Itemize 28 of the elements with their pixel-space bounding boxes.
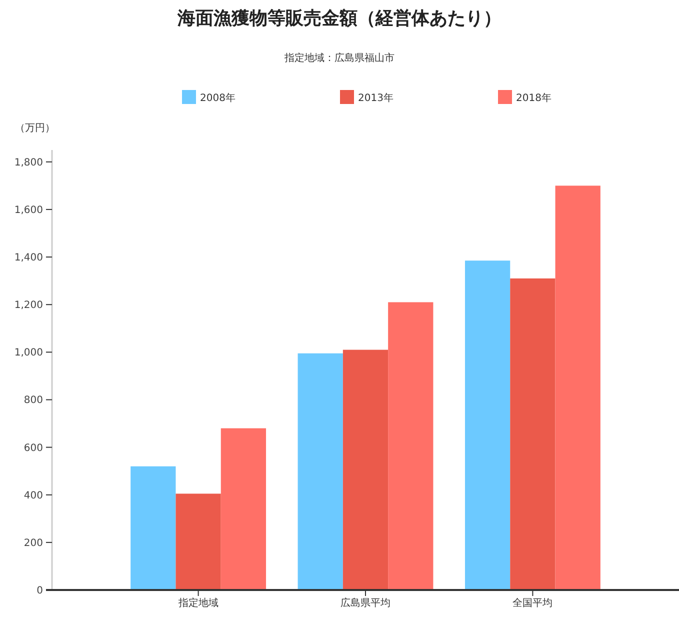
bar xyxy=(388,302,434,590)
y-tick-label: 0 xyxy=(36,586,43,596)
legend-label: 2018年 xyxy=(516,92,552,104)
bar xyxy=(510,278,556,590)
y-tick-label: 600 xyxy=(24,442,43,454)
y-tick-label: 1,600 xyxy=(14,204,43,216)
x-tick-label: 指定地域 xyxy=(177,597,218,609)
chart-subtitle: 指定地域：広島県福山市 xyxy=(284,52,394,64)
y-axis-title: （万円） xyxy=(15,123,55,134)
y-tick-label: 800 xyxy=(24,395,43,406)
y-tick-label: 400 xyxy=(24,490,43,502)
bar xyxy=(464,260,510,590)
y-tick-label: 1,000 xyxy=(14,348,43,359)
legend-label: 2008年 xyxy=(200,92,236,104)
bar xyxy=(555,186,600,590)
legend-label: 2013年 xyxy=(358,92,394,104)
bar xyxy=(176,494,221,590)
bar xyxy=(220,428,266,590)
bar xyxy=(298,353,343,590)
x-tick-label: 全国平均 xyxy=(512,597,553,609)
x-tick-label: 広島県平均 xyxy=(340,597,390,609)
bar xyxy=(130,466,176,590)
y-tick-label: 1,800 xyxy=(14,157,43,168)
y-tick-label: 1,200 xyxy=(14,300,43,312)
bar xyxy=(342,350,388,590)
chart-title: 海面漁獲物等販売金額（経営体あたり） xyxy=(176,8,502,29)
y-tick-label: 1,400 xyxy=(14,252,43,264)
y-tick-label: 200 xyxy=(24,538,43,549)
